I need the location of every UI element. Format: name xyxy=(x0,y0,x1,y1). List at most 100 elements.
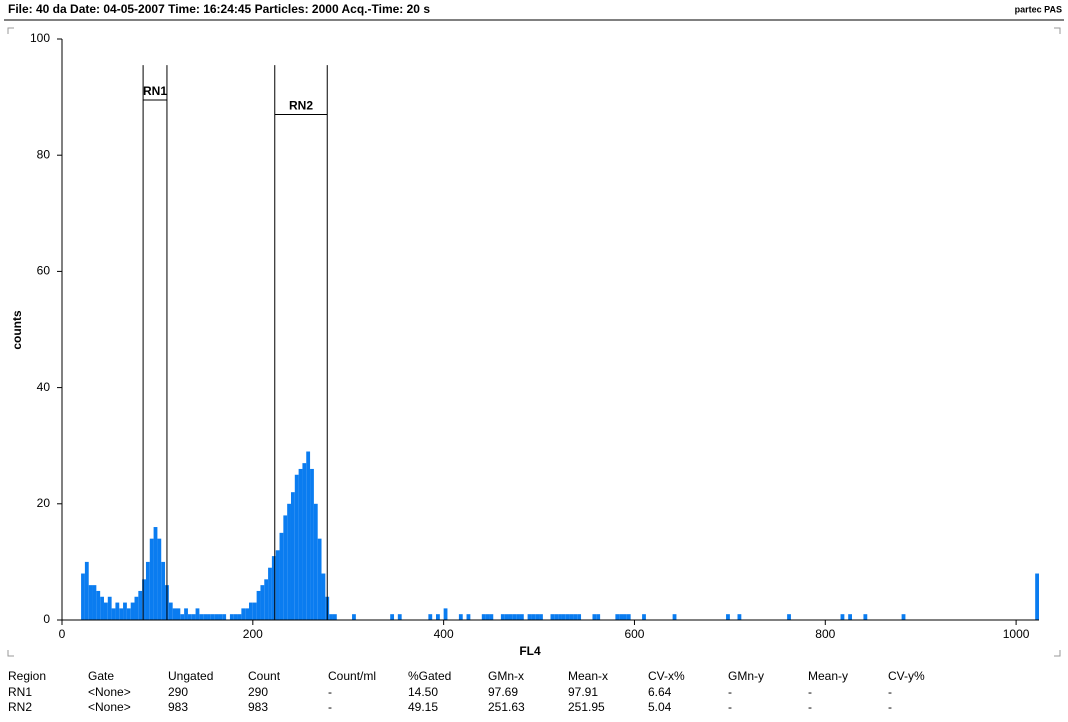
bar xyxy=(512,614,517,620)
bar xyxy=(623,614,627,620)
bar xyxy=(596,614,601,620)
table-cell: 97.69 xyxy=(488,685,518,699)
table-cell: - xyxy=(808,685,812,699)
bar xyxy=(504,614,509,620)
bar xyxy=(332,614,337,620)
y-axis-label: counts xyxy=(10,310,24,350)
bar xyxy=(157,538,162,620)
bar xyxy=(119,608,124,620)
bar xyxy=(107,596,112,620)
y-tick-label: 100 xyxy=(30,31,50,45)
bar xyxy=(249,602,253,620)
table-cell: 251.63 xyxy=(488,700,525,714)
bar xyxy=(321,573,326,620)
bar xyxy=(573,614,578,620)
bar xyxy=(287,503,291,620)
bar xyxy=(352,614,356,620)
bar xyxy=(199,614,204,620)
y-tick-label: 20 xyxy=(37,496,51,510)
bar xyxy=(848,614,852,620)
bar xyxy=(737,614,742,620)
table-header-cell: GMn-y xyxy=(728,669,764,683)
x-tick-label: 0 xyxy=(59,627,66,641)
bar xyxy=(863,614,868,620)
bar xyxy=(569,614,574,620)
bar xyxy=(187,614,192,620)
bar xyxy=(145,561,150,620)
bar xyxy=(103,602,108,620)
bar xyxy=(428,614,433,620)
bar xyxy=(592,614,597,620)
bar xyxy=(268,567,272,620)
region-label: RN2 xyxy=(289,99,313,113)
bar xyxy=(123,602,127,620)
bar xyxy=(516,614,520,620)
bar xyxy=(298,468,303,620)
table-cell: - xyxy=(728,700,732,714)
bar xyxy=(436,614,440,620)
bar xyxy=(100,596,104,620)
bar xyxy=(565,614,570,620)
table-cell: 49.15 xyxy=(408,700,438,714)
bar xyxy=(313,503,318,620)
x-tick-label: 1000 xyxy=(1003,627,1030,641)
bar xyxy=(787,614,791,620)
bar xyxy=(489,614,494,620)
table-cell: 983 xyxy=(168,700,188,714)
bar xyxy=(1035,573,1039,620)
y-tick-label: 40 xyxy=(37,380,51,394)
table-cell: RN2 xyxy=(8,700,32,714)
bar xyxy=(161,561,166,620)
y-tick-label: 80 xyxy=(37,147,51,161)
bar xyxy=(290,492,295,620)
table-cell: 5.04 xyxy=(648,700,672,714)
x-tick-label: 400 xyxy=(434,627,454,641)
bar xyxy=(508,614,513,620)
bar xyxy=(252,602,257,620)
x-tick-label: 800 xyxy=(815,627,835,641)
bar xyxy=(172,608,177,620)
bar xyxy=(539,614,543,620)
bar xyxy=(256,590,261,620)
bar xyxy=(577,614,582,620)
table-cell: 251.95 xyxy=(568,700,605,714)
bar xyxy=(329,614,333,620)
bar xyxy=(302,463,307,620)
table-header-cell: Count/ml xyxy=(328,669,376,683)
bar xyxy=(207,614,211,620)
bar xyxy=(84,561,89,620)
bar xyxy=(96,590,101,620)
bar xyxy=(264,579,269,620)
header-brand: partec PAS xyxy=(1015,4,1062,14)
table-cell: - xyxy=(728,685,732,699)
bar xyxy=(81,573,85,620)
table-cell: 97.91 xyxy=(568,685,598,699)
table-cell: - xyxy=(888,700,892,714)
table-cell: 983 xyxy=(248,700,268,714)
bar xyxy=(142,579,146,620)
table-header-cell: Gate xyxy=(88,669,114,683)
table-cell: 290 xyxy=(168,685,188,699)
bar xyxy=(840,614,845,620)
bar xyxy=(726,614,730,620)
x-tick-label: 200 xyxy=(243,627,263,641)
bar xyxy=(203,614,208,620)
table-header-cell: CV-y% xyxy=(888,669,925,683)
bar xyxy=(149,538,154,620)
bar xyxy=(561,614,566,620)
x-tick-label: 600 xyxy=(624,627,644,641)
bar xyxy=(214,614,219,620)
table-cell: - xyxy=(808,700,812,714)
bar xyxy=(554,614,559,620)
table-cell: 14.50 xyxy=(408,685,438,699)
bar xyxy=(271,556,276,620)
bar xyxy=(222,614,227,620)
bar xyxy=(485,614,490,620)
bar xyxy=(237,614,242,620)
bar xyxy=(176,608,181,620)
table-cell: - xyxy=(328,685,332,699)
bar xyxy=(443,608,448,620)
bar xyxy=(218,614,223,620)
bar xyxy=(130,602,135,620)
